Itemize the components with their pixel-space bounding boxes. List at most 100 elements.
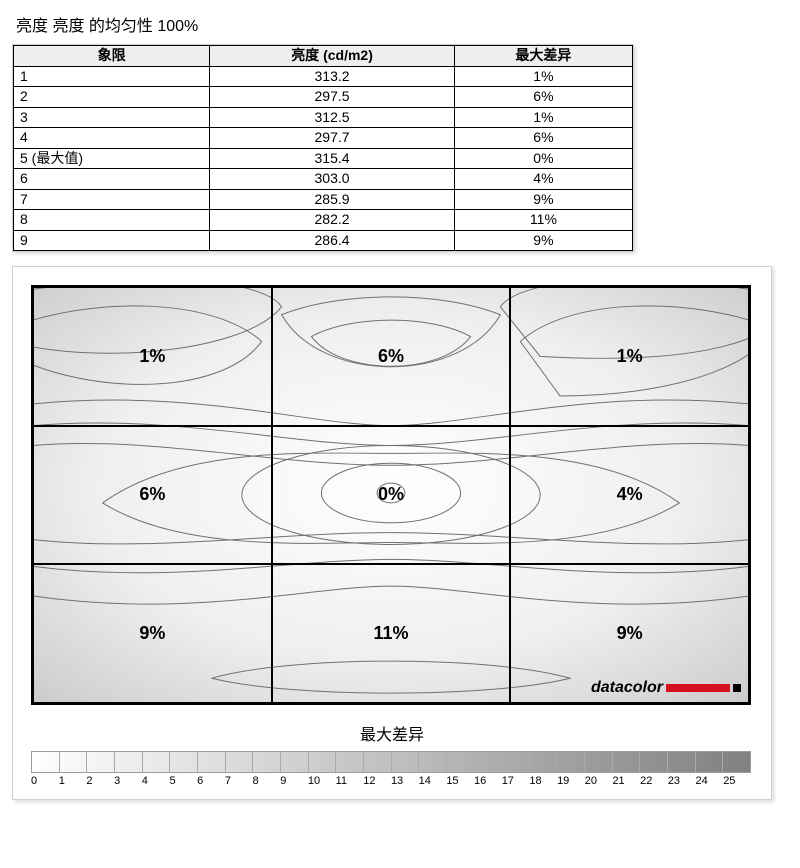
contour-cell: 1% xyxy=(33,287,272,426)
legend-tick-label: 13 xyxy=(391,775,419,787)
legend-tick xyxy=(252,752,280,772)
table-header-row: 象限 亮度 (cd/m2) 最大差异 xyxy=(14,46,633,67)
legend-tick xyxy=(114,752,142,772)
legend-tick xyxy=(335,752,363,772)
legend-tick-label: 22 xyxy=(640,775,668,787)
brand-logo: datacolor xyxy=(591,679,741,697)
legend-tick-label: 15 xyxy=(446,775,474,787)
legend-tick xyxy=(529,752,557,772)
contour-cell: 1% xyxy=(510,287,749,426)
legend-tick xyxy=(142,752,170,772)
contour-plot: 1% 6% 1% 6% 0% 4% 9% 11% 9% datacolor xyxy=(31,285,751,705)
legend-tick xyxy=(446,752,474,772)
legend-labels: 0123456789101112131415161718192021222324… xyxy=(31,775,751,787)
legend-tick-label: 20 xyxy=(585,775,613,787)
contour-cell-label: 9% xyxy=(139,623,165,644)
cell-maxdiff: 1% xyxy=(454,107,632,128)
cell-luminance: 313.2 xyxy=(210,66,455,87)
contour-cell: 6% xyxy=(33,426,272,565)
cell-maxdiff: 6% xyxy=(454,87,632,108)
legend-tick xyxy=(391,752,419,772)
cell-luminance: 303.0 xyxy=(210,169,455,190)
cell-maxdiff: 1% xyxy=(454,66,632,87)
legend-tick-label: 18 xyxy=(529,775,557,787)
cell-quadrant: 4 xyxy=(14,128,210,149)
legend-tick xyxy=(32,752,59,772)
legend-tick-label: 8 xyxy=(253,775,281,787)
cell-quadrant: 5 (最大值) xyxy=(14,148,210,169)
contour-cell: 6% xyxy=(272,287,511,426)
contour-cell-label: 4% xyxy=(617,484,643,505)
legend-tick-label: 9 xyxy=(280,775,308,787)
page-title: 亮度 亮度 的均匀性 100% xyxy=(16,12,788,36)
cell-quadrant: 6 xyxy=(14,169,210,190)
cell-luminance: 315.4 xyxy=(210,148,455,169)
cell-quadrant: 2 xyxy=(14,87,210,108)
legend-gradient-bar xyxy=(31,751,751,773)
table-row: 5 (最大值)315.40% xyxy=(14,148,633,169)
table-row: 8282.211% xyxy=(14,210,633,231)
legend-tick xyxy=(169,752,197,772)
legend-tick xyxy=(722,752,750,772)
legend-tick-label: 17 xyxy=(502,775,530,787)
cell-maxdiff: 4% xyxy=(454,169,632,190)
cell-luminance: 312.5 xyxy=(210,107,455,128)
table-row: 1313.21% xyxy=(14,66,633,87)
legend-tick xyxy=(59,752,87,772)
col-header-luminance: 亮度 (cd/m2) xyxy=(210,46,455,67)
contour-cell: 0% xyxy=(272,426,511,565)
legend-tick-label: 10 xyxy=(308,775,336,787)
legend-tick xyxy=(418,752,446,772)
legend-tick xyxy=(197,752,225,772)
table-row: 4297.76% xyxy=(14,128,633,149)
legend-tick xyxy=(225,752,253,772)
contour-cell-label: 0% xyxy=(378,484,404,505)
legend-tick-label: 14 xyxy=(419,775,447,787)
cell-quadrant: 9 xyxy=(14,230,210,251)
col-header-quadrant: 象限 xyxy=(14,46,210,67)
cell-maxdiff: 9% xyxy=(454,189,632,210)
contour-chart-panel: 1%6%1%6%0%4%9%11%9% datacolor 最大差异 01234… xyxy=(12,266,772,800)
cell-maxdiff: 11% xyxy=(454,210,632,231)
legend-tick-label: 0 xyxy=(31,775,59,787)
legend-tick-label: 23 xyxy=(668,775,696,787)
table-row: 2297.56% xyxy=(14,87,633,108)
cell-quadrant: 7 xyxy=(14,189,210,210)
legend-tick xyxy=(639,752,667,772)
contour-cell-label: 9% xyxy=(617,623,643,644)
cell-luminance: 285.9 xyxy=(210,189,455,210)
legend-tick-label: 24 xyxy=(696,775,724,787)
legend-tick-label: 2 xyxy=(86,775,114,787)
cell-quadrant: 3 xyxy=(14,107,210,128)
legend-tick-label: 3 xyxy=(114,775,142,787)
legend-tick xyxy=(667,752,695,772)
legend-tick xyxy=(280,752,308,772)
cell-luminance: 297.5 xyxy=(210,87,455,108)
legend-tick-label: 7 xyxy=(225,775,253,787)
contour-grid-overlay: 1% 6% 1% 6% 0% 4% 9% 11% 9% xyxy=(33,287,749,703)
cell-luminance: 282.2 xyxy=(210,210,455,231)
table-row: 7285.99% xyxy=(14,189,633,210)
contour-cell-label: 6% xyxy=(378,346,404,367)
cell-luminance: 286.4 xyxy=(210,230,455,251)
cell-luminance: 297.7 xyxy=(210,128,455,149)
contour-cell: 4% xyxy=(510,426,749,565)
legend-tick xyxy=(501,752,529,772)
contour-cell: 9% xyxy=(33,564,272,703)
contour-cell-label: 1% xyxy=(617,346,643,367)
contour-cell-label: 6% xyxy=(139,484,165,505)
legend-tick-label: 25 xyxy=(723,775,751,787)
legend-tick-label: 4 xyxy=(142,775,170,787)
data-table: 象限 亮度 (cd/m2) 最大差异 1313.21%2297.56%3312.… xyxy=(13,45,633,251)
contour-cell-label: 11% xyxy=(373,623,408,644)
legend-tick-label: 1 xyxy=(59,775,87,787)
legend-title: 最大差异 xyxy=(31,721,753,745)
legend: 0123456789101112131415161718192021222324… xyxy=(31,751,751,787)
contour-cell-label: 1% xyxy=(139,346,165,367)
legend-tick xyxy=(584,752,612,772)
legend-tick-label: 19 xyxy=(557,775,585,787)
brand-text: datacolor xyxy=(591,679,663,697)
legend-tick xyxy=(612,752,640,772)
legend-tick-label: 12 xyxy=(363,775,391,787)
legend-tick-label: 11 xyxy=(336,775,364,787)
